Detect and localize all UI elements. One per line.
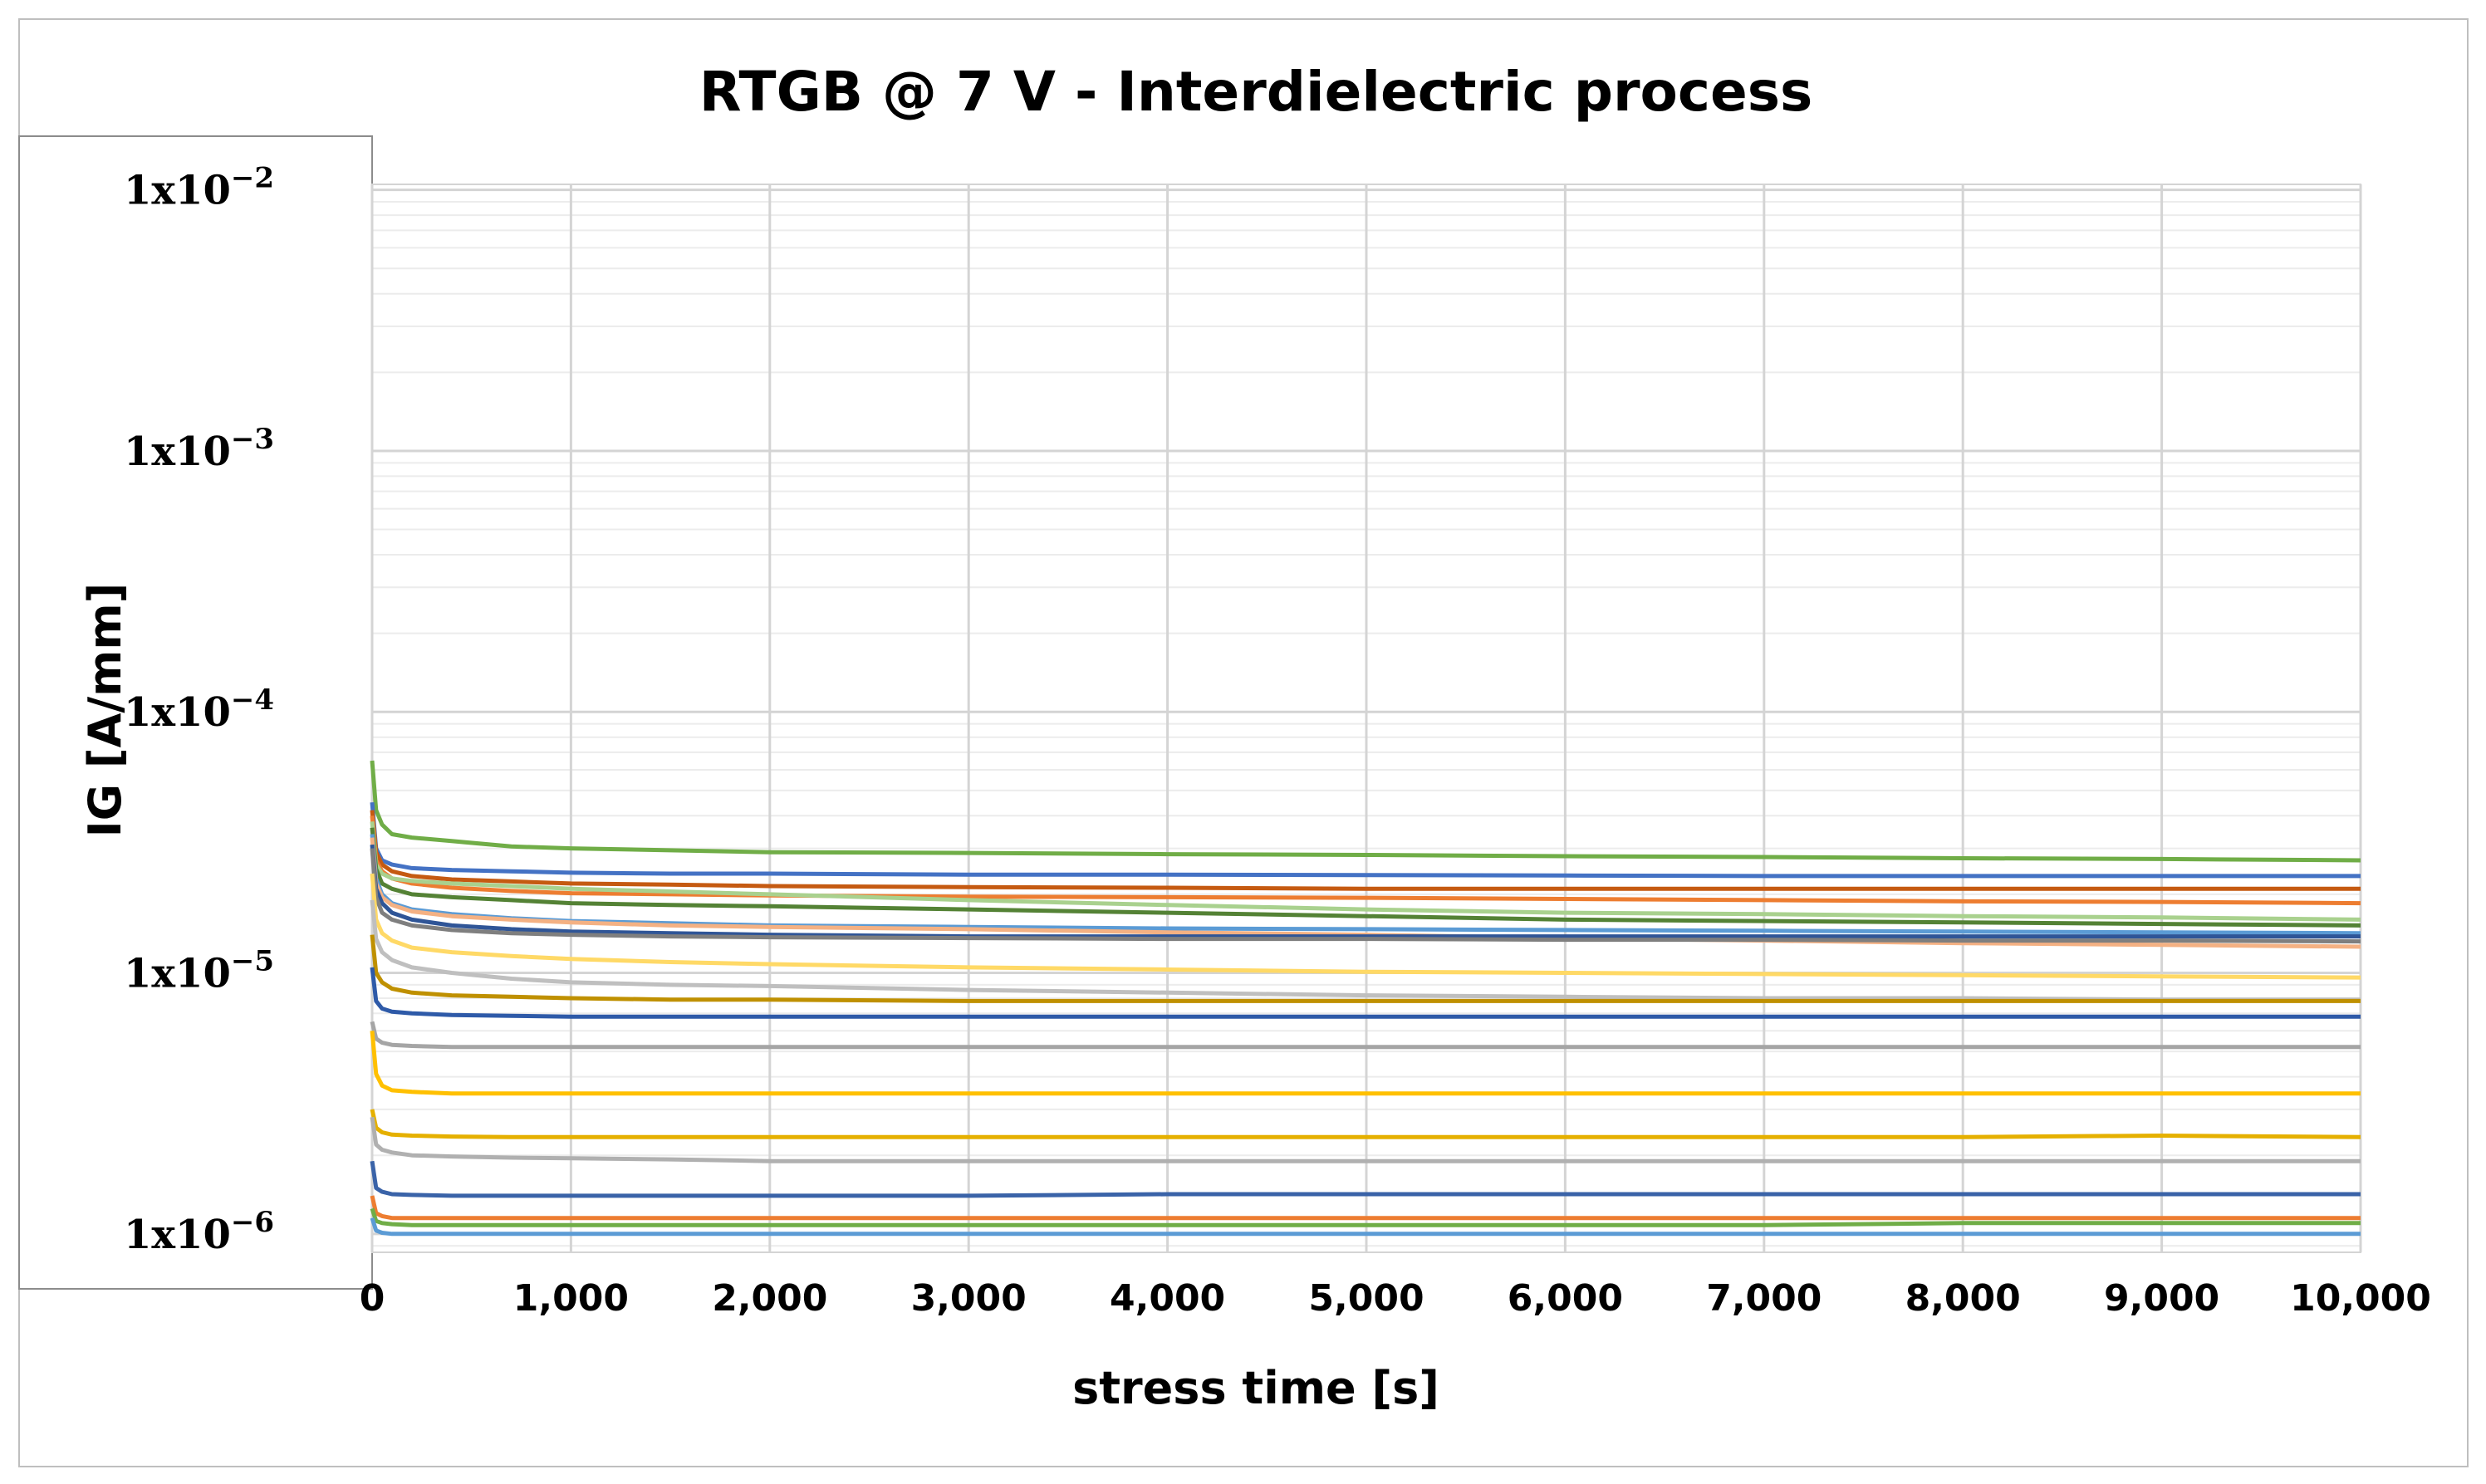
y-tick-label: 1x10−2 — [124, 162, 274, 214]
x-tick-label: 1,000 — [513, 1277, 629, 1320]
series-line-s13 — [370, 934, 2361, 1003]
grid — [370, 184, 2362, 1253]
series-line-s21 — [370, 1207, 2361, 1227]
y-tick-label: 1x10−4 — [124, 683, 274, 736]
series-line-s20 — [370, 1195, 2361, 1221]
y-tick-label: 1x10−3 — [124, 423, 274, 475]
series-line-s06 — [370, 827, 2361, 928]
plot-area-border — [371, 184, 2361, 1253]
series-line-s02 — [370, 801, 2361, 879]
y-tick-label: 1x10−5 — [124, 945, 274, 997]
y-axis-label-box — [18, 135, 373, 1290]
series-line-s01 — [370, 760, 2361, 863]
chart-title: RTGB @ 7 V - Interdielectric process — [699, 60, 1813, 124]
series-line-s19 — [370, 1160, 2361, 1198]
series-line-s18 — [370, 1116, 2361, 1163]
series-line-s10 — [370, 848, 2361, 944]
x-tick-label: 8,000 — [1905, 1277, 2021, 1320]
x-tick-label: 5,000 — [1308, 1277, 1424, 1320]
x-tick-label: 4,000 — [1110, 1277, 1225, 1320]
series-line-s09 — [370, 844, 2361, 939]
y-axis-title: IG [A/mm] — [79, 583, 131, 838]
x-tick-label: 6,000 — [1508, 1277, 1623, 1320]
x-tick-label: 9,000 — [2104, 1277, 2219, 1320]
x-tick-label: 10,000 — [2290, 1277, 2431, 1320]
x-tick-label: 7,000 — [1706, 1277, 1822, 1320]
series-line-s12 — [370, 899, 2361, 1002]
series-line-s03 — [370, 810, 2361, 891]
series-line-s15 — [370, 1021, 2361, 1050]
series-line-s16 — [370, 1031, 2361, 1096]
series-line-s11 — [370, 873, 2361, 980]
series-line-s22 — [370, 1217, 2361, 1237]
tick-labels: 0 1,000 2,000 3,000 4,000 5,000 6,000 7,000 8,00… — [124, 162, 2431, 1320]
series-line-s14 — [370, 967, 2361, 1019]
x-tick-label: 2,000 — [712, 1277, 827, 1320]
series-line-s17 — [370, 1109, 2361, 1139]
series-layer — [370, 760, 2361, 1237]
series-line-s05 — [370, 821, 2361, 922]
y-tick-label: 1x10−6 — [124, 1206, 274, 1258]
x-tick-label: 0 — [360, 1277, 385, 1320]
x-tick-label: 3,000 — [911, 1277, 1027, 1320]
x-axis-title: stress time [s] — [1072, 1362, 1439, 1414]
